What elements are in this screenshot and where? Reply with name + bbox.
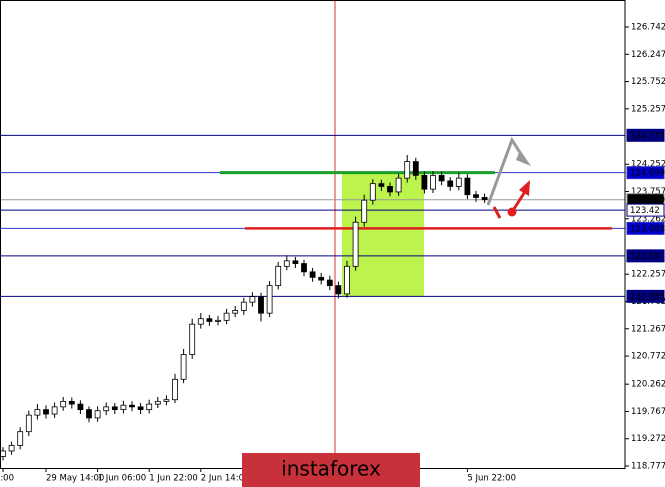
candle-body — [137, 406, 144, 411]
candle-body — [266, 285, 273, 314]
candle-body — [103, 406, 110, 412]
candle-body — [455, 177, 462, 187]
candle-body — [172, 378, 178, 401]
candle-body — [206, 318, 213, 322]
candle-body — [189, 323, 196, 355]
candle-body — [146, 403, 153, 411]
level-label: 123.42 — [630, 206, 660, 216]
candle-body — [447, 180, 454, 187]
y-tick-label: 126.742 — [631, 23, 665, 33]
candle-body — [34, 409, 41, 416]
y-tick-label: 124.252 — [631, 160, 665, 170]
candle-body — [94, 410, 101, 419]
candle-body — [318, 276, 325, 281]
candle-body — [275, 265, 282, 287]
watermark-banner — [242, 453, 420, 487]
candle-body — [120, 404, 127, 411]
candle-body — [404, 161, 411, 179]
forecast-mark — [492, 206, 502, 219]
level-label: 124.099 — [630, 169, 665, 179]
candle-body — [352, 221, 359, 267]
candle-body — [481, 197, 488, 201]
candle-body — [326, 279, 333, 287]
candle-body — [51, 406, 58, 415]
candle-body — [301, 263, 307, 273]
level-label-box — [626, 221, 665, 235]
candle-body — [111, 406, 118, 411]
candle-body — [223, 312, 230, 321]
candle-body — [361, 199, 368, 223]
level-label: 124.777 — [630, 131, 665, 141]
x-tick-label: 2 Jun 14:00 — [201, 474, 250, 484]
y-tick-label: 123.757 — [631, 187, 665, 197]
candle-body — [309, 271, 316, 278]
level-label: 122.59 — [630, 252, 660, 262]
candle-body — [387, 186, 393, 193]
level-label: 123.088 — [630, 224, 665, 234]
x-tick-label: 29 May 14:00 — [46, 474, 104, 484]
candle-body — [292, 260, 299, 264]
y-tick-label: 119.767 — [631, 407, 665, 417]
x-tick-label: 5 Jun 22:00 — [467, 474, 516, 484]
y-tick-label: 121.267 — [631, 324, 665, 334]
y-tick-label: 126.247 — [631, 50, 665, 60]
candle-body — [421, 174, 428, 190]
x-tick-label: 1 Jun 22:00 — [149, 474, 198, 484]
y-tick-label: 122.257 — [631, 270, 665, 280]
candle-body — [0, 450, 6, 457]
candle-body — [129, 404, 135, 408]
candle-body — [249, 296, 256, 303]
candle-body — [430, 174, 436, 190]
level-label-box — [626, 249, 665, 263]
candle-body — [17, 431, 24, 446]
candle-body — [378, 183, 385, 187]
forecast-arrowhead-red — [519, 180, 530, 196]
level-label: 123.609 — [630, 196, 665, 206]
forecast-dot — [507, 207, 517, 217]
candle-body — [473, 194, 479, 198]
level-label-box — [626, 128, 665, 142]
candle-body — [215, 319, 221, 322]
candle-body — [60, 400, 67, 408]
x-tick-label: 22:00 — [0, 474, 14, 484]
candle-body — [412, 161, 419, 176]
candle-body — [86, 409, 92, 419]
candle-body — [335, 285, 342, 295]
x-tick-label: 1 Jun 06:00 — [98, 474, 147, 484]
y-tick-label: 123.262 — [631, 214, 665, 224]
y-tick-label: 118.777 — [631, 462, 665, 472]
candle-body — [258, 296, 264, 314]
forecast-arrowhead — [516, 150, 531, 166]
y-tick-label: 120.262 — [631, 380, 665, 390]
candle-body — [43, 409, 49, 415]
candle-body — [8, 445, 15, 452]
level-label-box — [626, 203, 665, 217]
candle-body — [77, 403, 84, 411]
level-label-box — [626, 289, 665, 303]
y-tick-label: 125.752 — [631, 77, 665, 87]
level-label: 121.855 — [630, 292, 665, 302]
candle-body — [240, 301, 247, 311]
candle-body — [197, 318, 204, 325]
y-tick-label: 120.772 — [631, 352, 665, 362]
y-tick-label: 119.272 — [631, 434, 665, 444]
candle-body — [438, 174, 445, 182]
candle-body — [180, 354, 187, 380]
candle-body — [68, 400, 75, 405]
candle-body — [344, 265, 350, 295]
candle-body — [25, 414, 32, 433]
level-label-box — [626, 166, 665, 180]
candle-body — [283, 260, 290, 267]
candle-body — [232, 310, 239, 314]
y-tick-label: 125.257 — [631, 104, 665, 114]
candle-body — [369, 183, 376, 201]
candle-body — [395, 177, 402, 193]
candle-body — [464, 177, 471, 196]
watermark: instaforex — [281, 457, 381, 481]
candle-body — [154, 400, 161, 405]
candle-body — [163, 399, 170, 402]
